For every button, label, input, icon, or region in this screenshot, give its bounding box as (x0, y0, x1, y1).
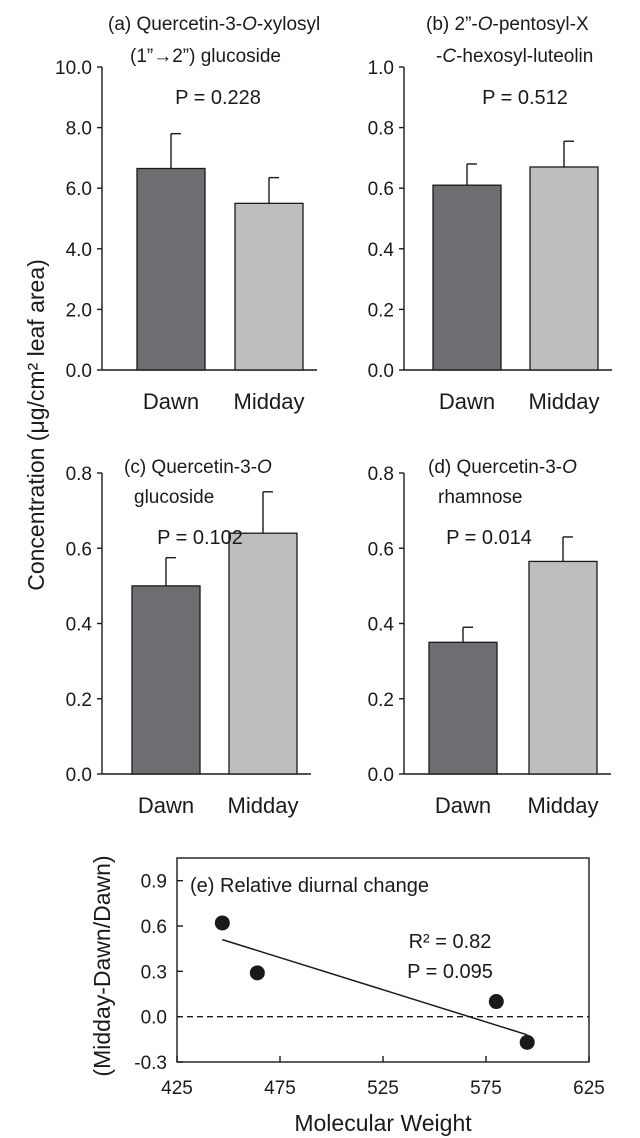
panel-b-title-line1: (b) 2”-O-pentosyl-X (426, 14, 589, 35)
panel-e-x-tick-label: 475 (264, 1078, 296, 1099)
panel-c-p-value: P = 0.102 (157, 527, 243, 549)
panel-b-title-line2: -C-hexosyl-luteolin (436, 46, 593, 67)
panel-e-x-axis-label: Molecular Weight (294, 1110, 472, 1136)
panel-e-y-tick-label: 0.6 (141, 917, 167, 938)
panel-e-p-value: P = 0.095 (407, 961, 493, 983)
panel-c-category-label: Dawn (138, 793, 194, 818)
panel-a-category-label: Dawn (143, 389, 199, 414)
panel-c-title: (c) Quercetin-3-O glucoside (124, 457, 272, 508)
panel-d-title: (d) Quercetin-3-O rhamnose (428, 457, 577, 508)
panel-e-y-tick-label: 0.9 (141, 872, 167, 893)
panel-e-y-tick-label: 0.3 (141, 962, 167, 983)
panel-a-bar-midday (234, 202, 304, 371)
panel-d-title-line2: rhamnose (438, 487, 523, 508)
panel-a-title-line2: (1”→2”) glucoside (130, 46, 281, 67)
panel-e-title: (e) Relative diurnal change (190, 875, 429, 897)
panel-e-y-axis-label: (Midday-Dawn/Dawn) (89, 855, 115, 1076)
panel-e-data-point (214, 915, 230, 931)
panel-e-y-tick-label: -0.3 (134, 1053, 167, 1074)
panel-d-bar-midday (528, 560, 598, 775)
panel-e: -0.3 0.0 0.3 0.6 0.9 425 475 525 575 625 (e) Relat… (89, 855, 605, 1136)
panel-b: 0.0 0.2 0.4 0.6 0.8 1.0 Dawn Midday P = 0.512 (368, 58, 612, 414)
panel-b-y-tick-label: 0.4 (368, 240, 395, 261)
panel-a-y-tick-label: 6.0 (66, 179, 92, 200)
panel-c: 0.0 0.2 0.4 0.6 0.8 Dawn Midday P = 0.102 (66, 464, 311, 818)
panel-e-data-point (488, 994, 504, 1010)
panel-a-y-tick-label: 4.0 (66, 240, 92, 261)
panel-a-y-tick-label: 8.0 (66, 119, 92, 140)
panel-d-title-line1: (d) Quercetin-3-O (428, 457, 577, 478)
panel-e-r-squared: R² = 0.82 (409, 931, 492, 953)
panel-e-x-tick-label: 525 (367, 1078, 399, 1099)
panel-a-title: (a) Quercetin-3-O-xylosyl (1”→2”) glucos… (108, 14, 320, 67)
panel-d-p-value: P = 0.014 (446, 527, 532, 549)
panel-d-y-tick-label: 0.2 (368, 690, 394, 711)
panel-a-p-value: P = 0.228 (175, 87, 261, 109)
panel-c-y-tick-label: 0.4 (66, 615, 93, 636)
panel-c-y-tick-label: 0.2 (66, 690, 92, 711)
panel-a-bar-dawn (136, 167, 206, 371)
panel-d-y-tick-label: 0.0 (368, 765, 394, 786)
panel-c-y-tick-label: 0.6 (66, 539, 92, 560)
panel-b-y-tick-label: 0.2 (368, 300, 394, 321)
panel-e-data-point (519, 1034, 535, 1050)
panel-b-title: (b) 2”-O-pentosyl-X -C-hexosyl-luteolin (426, 14, 593, 67)
panel-a-category-label: Midday (234, 389, 305, 414)
panel-a-y-tick-label: 10.0 (55, 58, 92, 79)
panel-e-data-point (249, 965, 265, 981)
panel-a: 0.0 2.0 4.0 6.0 8.0 10.0 Dawn Midday P = 0.228 (55, 58, 317, 414)
panel-c-title-line2: glucoside (134, 487, 214, 508)
panel-a-y-tick-label: 2.0 (66, 300, 92, 321)
panel-b-y-tick-label: 1.0 (368, 58, 394, 79)
panel-e-trend-line (222, 938, 528, 1036)
panel-b-y-tick-label: 0.8 (368, 119, 394, 140)
panel-e-y-tick-label: 0.0 (141, 1008, 167, 1029)
panel-b-bar-dawn (432, 184, 502, 371)
panel-c-category-label: Midday (228, 793, 299, 818)
panel-d-category-label: Midday (528, 793, 599, 818)
panel-d-category-label: Dawn (435, 793, 491, 818)
panel-b-p-value: P = 0.512 (482, 87, 568, 109)
panel-d-y-tick-label: 0.4 (368, 615, 395, 636)
panel-b-y-tick-label: 0.6 (368, 179, 394, 200)
panel-e-x-tick-label: 575 (470, 1078, 502, 1099)
panel-b-category-label: Midday (529, 389, 600, 414)
panel-c-y-tick-label: 0.0 (66, 765, 92, 786)
panel-e-x-tick-label: 425 (161, 1078, 193, 1099)
panel-e-x-tick-label: 625 (573, 1078, 605, 1099)
panel-a-y-tick-label: 0.0 (66, 361, 92, 382)
panel-c-bar-midday (228, 532, 298, 775)
panel-d-y-tick-label: 0.8 (368, 464, 394, 485)
panel-d: 0.0 0.2 0.4 0.6 0.8 Dawn Midday P = 0.014 (368, 464, 611, 818)
shared-y-axis-label: Concentration (μg/cm² leaf area) (23, 259, 49, 591)
panel-d-bar-dawn (428, 641, 498, 775)
panel-b-bar-midday (529, 166, 599, 371)
panel-a-title-line1: (a) Quercetin-3-O-xylosyl (108, 14, 320, 35)
panel-c-bar-dawn (131, 585, 201, 775)
panel-b-category-label: Dawn (439, 389, 495, 414)
panel-c-y-tick-label: 0.8 (66, 464, 92, 485)
panel-b-y-tick-label: 0.0 (368, 361, 394, 382)
panel-c-title-line1: (c) Quercetin-3-O (124, 457, 272, 478)
panel-d-y-tick-label: 0.6 (368, 539, 394, 560)
